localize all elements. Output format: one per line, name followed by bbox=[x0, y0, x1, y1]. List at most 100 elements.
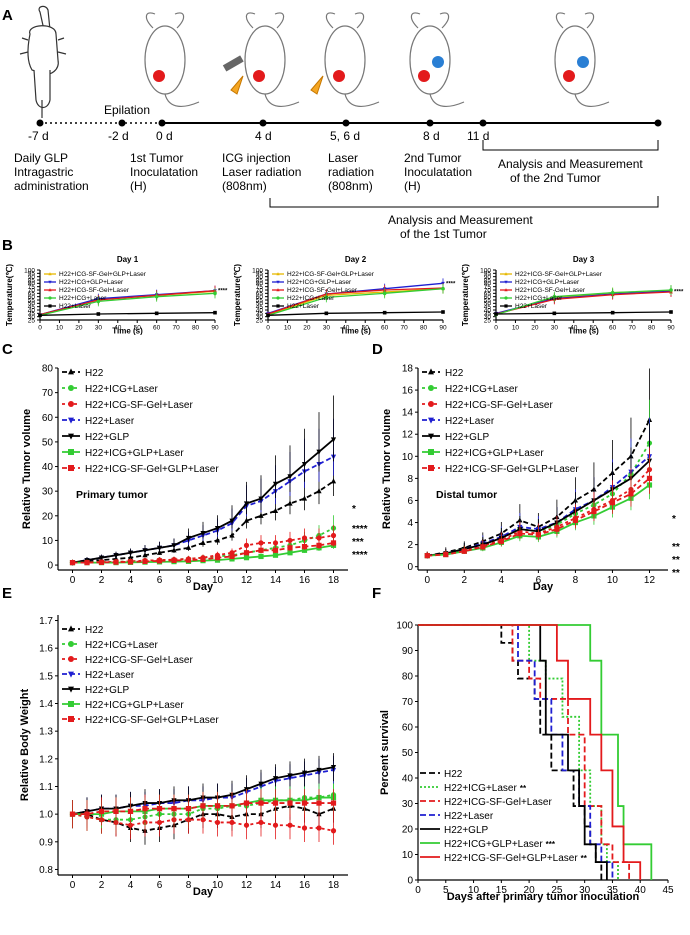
data-point bbox=[669, 288, 673, 292]
x-tick-label: 18 bbox=[328, 575, 340, 586]
legend-label: H22+ICG-SF-Gel+GLP+Laser bbox=[445, 464, 579, 475]
data-point bbox=[113, 553, 119, 559]
x-tick-label: 5 bbox=[443, 885, 449, 896]
y-tick-label: 40 bbox=[28, 307, 36, 314]
x-tick-label: 8 bbox=[186, 880, 192, 891]
data-point bbox=[330, 540, 337, 546]
y-tick-label: 25 bbox=[256, 317, 264, 324]
day-label: -2 d bbox=[108, 129, 129, 143]
mouse-tail bbox=[574, 93, 610, 107]
legend-marker bbox=[68, 656, 74, 662]
data-point bbox=[610, 290, 615, 295]
x-tick-label: 10 bbox=[212, 880, 224, 891]
legend-marker bbox=[48, 288, 52, 292]
data-point bbox=[229, 803, 235, 809]
day-label: 4 d bbox=[255, 129, 272, 143]
legend-label: H22+ICG-SF-Gel+GLP+Laser bbox=[515, 271, 603, 278]
data-point bbox=[113, 559, 119, 565]
y-tick-label: 65 bbox=[484, 291, 492, 298]
data-point bbox=[185, 544, 192, 550]
y-tick-label: 14 bbox=[402, 408, 414, 419]
x-tick-label: 10 bbox=[607, 575, 619, 586]
legend-marker bbox=[428, 385, 434, 391]
data-point bbox=[272, 481, 279, 487]
x-tick-label: 50 bbox=[362, 325, 370, 332]
y-tick-label: 1.3 bbox=[39, 727, 53, 738]
y-tick-label: 30 bbox=[484, 314, 492, 321]
x-tick-label: 20 bbox=[303, 325, 311, 332]
data-point bbox=[127, 554, 134, 560]
legend-label: H22+ICG+Laser bbox=[445, 384, 518, 395]
data-point bbox=[330, 765, 337, 771]
x-tick-label: 20 bbox=[75, 325, 83, 332]
y-tick-label: 55 bbox=[484, 297, 492, 304]
data-point bbox=[142, 552, 148, 558]
data-point bbox=[494, 312, 498, 316]
data-point bbox=[185, 806, 192, 812]
series-line bbox=[39, 292, 216, 316]
y-tick-label: 25 bbox=[484, 317, 492, 324]
y-tick-label: 25 bbox=[28, 317, 36, 324]
tumor1-label: Inoculatation bbox=[130, 165, 198, 179]
data-point bbox=[84, 811, 90, 817]
series-line bbox=[267, 288, 444, 316]
x-tick-label: 2 bbox=[99, 880, 105, 891]
analysis2-label: Analysis and Measurement bbox=[498, 157, 643, 171]
glp-label: Intragastric bbox=[14, 165, 73, 179]
legend-marker bbox=[48, 272, 52, 276]
y-tick-label: 65 bbox=[256, 291, 264, 298]
y-tick-label: 1.7 bbox=[39, 616, 53, 627]
y-tick-label: 75 bbox=[484, 284, 492, 291]
data-point bbox=[628, 491, 634, 497]
y-axis-label: Temperature(℃) bbox=[5, 264, 14, 327]
series-line bbox=[495, 311, 672, 315]
mouse-body bbox=[409, 25, 451, 95]
legend-marker bbox=[68, 701, 74, 707]
data-point bbox=[554, 526, 560, 532]
data-point bbox=[214, 803, 221, 809]
data-point bbox=[96, 312, 101, 316]
x-tick-label: 14 bbox=[270, 575, 282, 586]
timeline-dot bbox=[342, 119, 350, 127]
timeline-dot bbox=[118, 119, 126, 127]
data-point bbox=[127, 559, 134, 565]
panel-label-f: F bbox=[372, 585, 381, 602]
data-point bbox=[461, 548, 467, 554]
x-tick-label: 80 bbox=[648, 325, 656, 332]
y-tick-label: 45 bbox=[484, 304, 492, 311]
data-point bbox=[382, 310, 387, 315]
significance-mark: * bbox=[672, 514, 676, 525]
x-tick-label: 70 bbox=[172, 325, 180, 332]
icg-label: ICG injection bbox=[222, 151, 291, 165]
data-point bbox=[287, 773, 293, 779]
y-tick-label: 18 bbox=[402, 364, 414, 375]
y-tick-label: 90 bbox=[484, 274, 492, 281]
x-tick-label: 10 bbox=[56, 325, 64, 332]
data-point bbox=[646, 475, 653, 481]
y-tick-label: 20 bbox=[402, 825, 414, 836]
x-tick-label: 50 bbox=[134, 325, 142, 332]
y-tick-label: 55 bbox=[256, 297, 264, 304]
significance-mark: ** bbox=[520, 784, 527, 793]
x-tick-label: 0 bbox=[424, 575, 430, 586]
significance-mark: **** bbox=[674, 289, 684, 295]
series-line bbox=[427, 468, 651, 557]
data-point bbox=[98, 555, 105, 561]
data-point bbox=[156, 549, 163, 555]
chart-temperature-day3: 0 10 20 30 40 50 60 70 80 90253035404550556065707… bbox=[461, 255, 684, 336]
x-tick-label: 60 bbox=[381, 325, 389, 332]
legend-marker bbox=[428, 417, 434, 424]
data-point bbox=[572, 517, 579, 523]
data-point bbox=[258, 781, 264, 787]
x-tick-label: 12 bbox=[241, 880, 253, 891]
data-point bbox=[243, 822, 250, 828]
data-point bbox=[316, 800, 322, 806]
y-tick-label: 16 bbox=[402, 386, 414, 397]
x-tick-label: 0 bbox=[70, 880, 76, 891]
x-tick-label: 15 bbox=[496, 885, 508, 896]
data-point bbox=[243, 501, 250, 507]
data-point bbox=[287, 800, 293, 806]
data-point bbox=[301, 800, 308, 806]
significance-mark: ** bbox=[581, 854, 588, 863]
x-tick-label: 60 bbox=[609, 325, 617, 332]
